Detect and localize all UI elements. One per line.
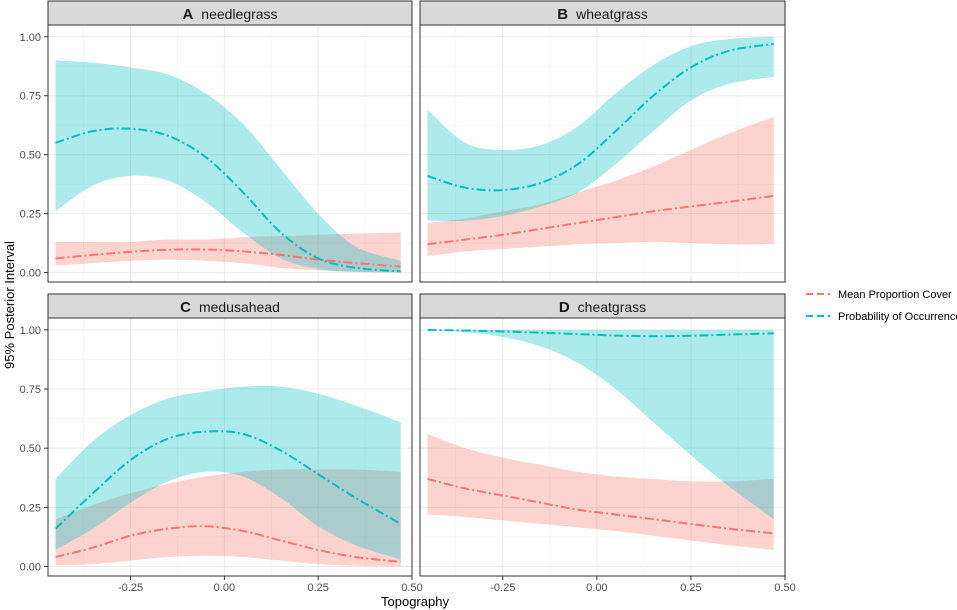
x-tick-label: 0.00: [214, 582, 235, 594]
panel-border-medusahead: [47, 317, 413, 577]
x-tick-label: 0.25: [307, 582, 328, 594]
line-mean-proportion-cover-wheatgrass: [427, 194, 774, 246]
line-mean-proportion-cover-cheatgrass: [427, 477, 774, 535]
plot-background-medusahead: [48, 318, 412, 576]
x-tick-label: -0.25: [490, 582, 515, 594]
panel-border-cheatgrass: [419, 317, 786, 577]
plot-background-needlegrass: [48, 25, 412, 282]
band-mean-proportion-cover-wheatgrass: [427, 116, 774, 257]
strip-name-cheatgrass: cheatgrass: [578, 299, 646, 315]
y-tick-label: 0.75: [20, 384, 41, 396]
panel-border-wheatgrass: [419, 24, 786, 283]
strip-name-wheatgrass: wheatgrass: [575, 6, 648, 22]
line-probability-of-occurrence-needlegrass: [55, 127, 401, 273]
strip-cheatgrass: [419, 293, 786, 319]
x-tick-label: 0.50: [774, 582, 795, 594]
band-mean-proportion-cover-medusahead: [55, 469, 401, 567]
panel-border-needlegrass: [47, 24, 413, 283]
legend-label-mean-proportion-cover: Mean Proportion Cover: [838, 289, 952, 301]
band-probability-of-occurrence-medusahead: [55, 385, 401, 560]
y-tick-label: 0.25: [20, 502, 41, 514]
line-probability-of-occurrence-cheatgrass: [427, 328, 774, 338]
band-mean-proportion-cover-cheatgrass: [427, 433, 774, 550]
y-tick-label: 0.50: [20, 150, 41, 162]
x-tick-label: 0.50: [401, 582, 422, 594]
strip-name-medusahead: medusahead: [199, 299, 280, 315]
strip-letter-medusahead: C: [180, 299, 191, 316]
band-probability-of-occurrence-wheatgrass: [427, 36, 774, 222]
line-probability-of-occurrence-medusahead: [54, 430, 402, 530]
band-probability-of-occurrence-needlegrass: [55, 60, 401, 273]
line-mean-proportion-cover-needlegrass: [55, 248, 401, 268]
plot-background-wheatgrass: [420, 25, 785, 282]
x-axis-title: Topography: [381, 594, 449, 609]
strip-letter-cheatgrass: D: [559, 299, 570, 316]
band-probability-of-occurrence-cheatgrass: [427, 329, 774, 520]
x-tick-label: 0.00: [586, 582, 607, 594]
y-axis-title: 95% Posterior Interval: [2, 241, 17, 369]
band-mean-proportion-cover-needlegrass: [55, 232, 401, 273]
line-probability-of-occurrence-wheatgrass: [427, 42, 774, 192]
legend: Mean Proportion Cover Probability of Occ…: [806, 289, 957, 323]
strip-letter-wheatgrass: B: [557, 6, 568, 23]
x-tick-label: -0.25: [118, 582, 143, 594]
y-tick-label: 1.00: [20, 325, 41, 337]
legend-label-probability-of-occurrence: Probability of Occurrence: [838, 311, 957, 323]
strip-letter-needlegrass: A: [182, 6, 193, 23]
y-tick-label: 0.00: [20, 562, 41, 574]
plot-background-cheatgrass: [420, 318, 785, 576]
x-tick-label: 0.25: [680, 582, 701, 594]
y-tick-label: 0.50: [20, 443, 41, 455]
y-tick-label: 1.00: [20, 32, 41, 44]
y-tick-label: 0.75: [20, 91, 41, 103]
strip-name-needlegrass: needlegrass: [201, 6, 277, 22]
y-tick-label: 0.00: [20, 268, 41, 280]
y-tick-label: 0.25: [20, 209, 41, 221]
line-mean-proportion-cover-medusahead: [55, 525, 401, 563]
strip-needlegrass: [47, 0, 413, 26]
strip-wheatgrass: [419, 0, 786, 26]
